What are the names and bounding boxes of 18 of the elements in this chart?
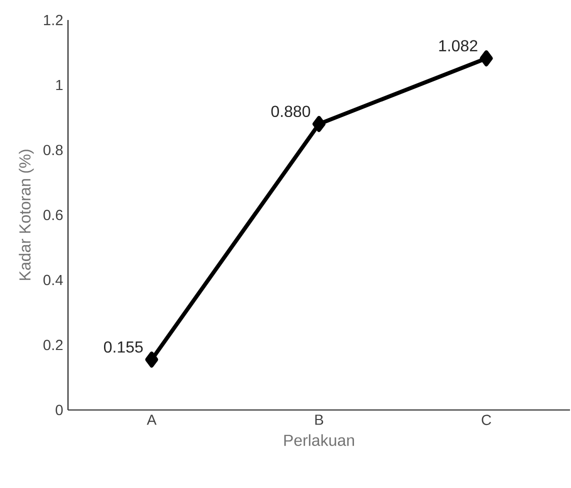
data-label: 0.880 bbox=[271, 106, 310, 118]
point bbox=[312, 116, 326, 132]
x-tick-label: A bbox=[146, 414, 157, 425]
x-tick-label: C bbox=[482, 414, 492, 426]
x-axis-title: Perlakuan bbox=[284, 434, 354, 446]
y-tick-label: 0.4 bbox=[43, 274, 63, 286]
y-tick-label: 0.2 bbox=[43, 340, 63, 350]
y-tick-label: 0.6 bbox=[43, 210, 63, 220]
y-tick-label: 1.2 bbox=[44, 14, 63, 26]
x-tick-label: B bbox=[315, 414, 324, 425]
point bbox=[480, 50, 493, 66]
data-label: 0.155 bbox=[104, 341, 143, 353]
point bbox=[145, 352, 158, 368]
y-tick-label: 1 bbox=[56, 80, 63, 90]
y-tick-label: 0 bbox=[56, 404, 63, 416]
data-label: 1.082 bbox=[439, 40, 478, 52]
y-tick-label: 0.8 bbox=[43, 144, 63, 156]
y-axis-title: Kadar Kotoran (%) bbox=[18, 150, 34, 280]
